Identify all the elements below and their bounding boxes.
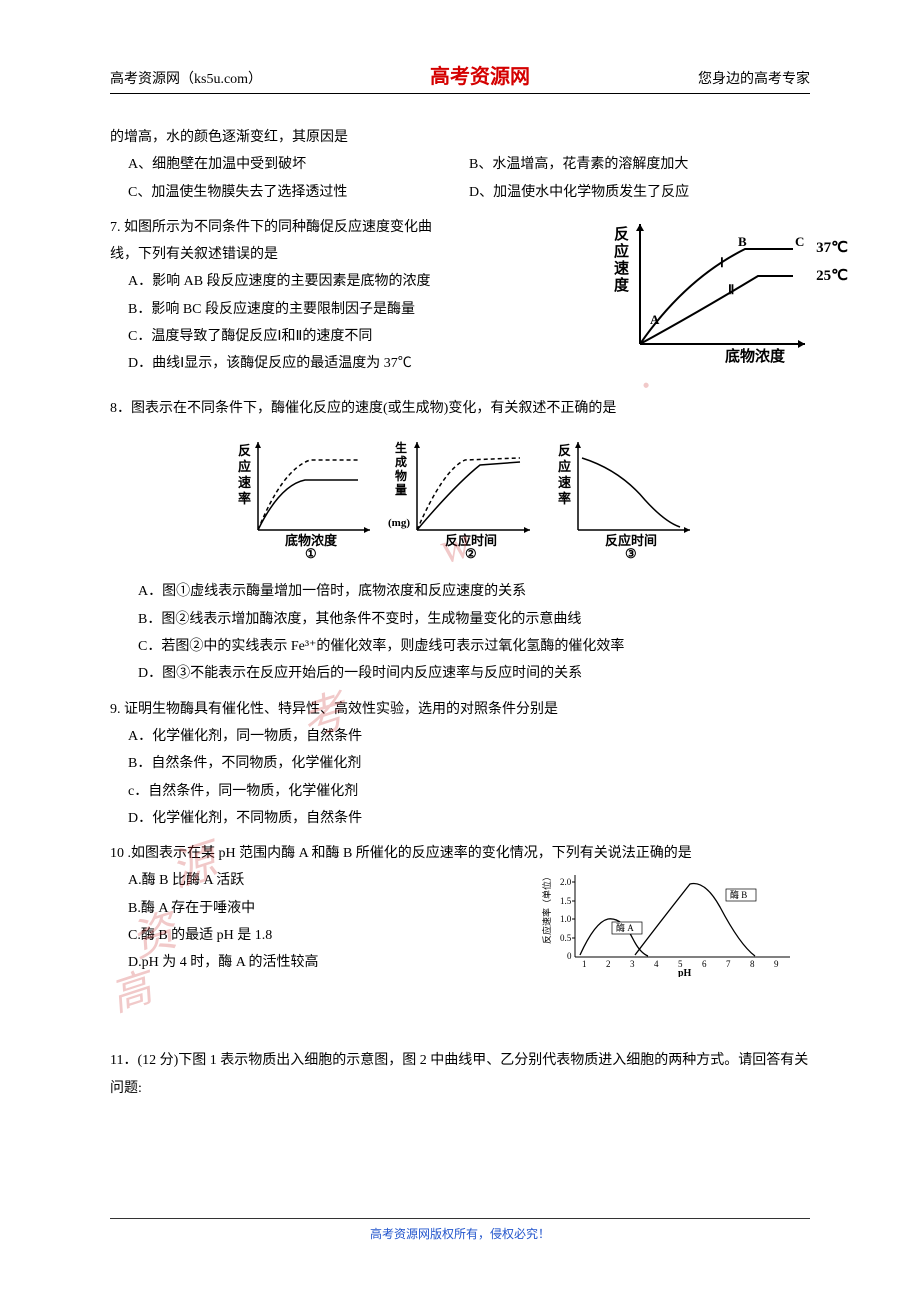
footer-text: 高考资源网版权所有，侵权必究！ — [370, 1227, 550, 1241]
q7-ylabel-1: 反 — [614, 226, 629, 243]
question-6-continuation: 的增高，水的颜色逐渐变红，其原因是 A、细胞壁在加温中受到破坏 B、水温增高，花… — [110, 124, 810, 206]
svg-text:2.0: 2.0 — [560, 877, 572, 887]
svg-text:反应速率（单位）: 反应速率（单位） — [541, 872, 552, 944]
svg-text:应: 应 — [558, 459, 571, 474]
svg-text:速: 速 — [238, 475, 251, 490]
svg-text:率: 率 — [238, 491, 251, 506]
q10-stem: 10 .如图表示在某 pH 范围内酶 A 和酶 B 所催化的反应速率的变化情况，… — [110, 840, 810, 867]
question-8: 8．图表示在不同条件下，酶催化反应的速度(或生成物)变化，有关叙述不正确的是 反… — [110, 395, 810, 688]
q7-label-c: C — [795, 234, 804, 249]
document-body: 的增高，水的颜色逐渐变红，其原因是 A、细胞壁在加温中受到破坏 B、水温增高，花… — [110, 124, 810, 1102]
svg-text:②: ② — [465, 546, 477, 560]
q7-label-a: A — [650, 312, 660, 327]
svg-text:1.0: 1.0 — [560, 914, 572, 924]
svg-text:量: 量 — [395, 483, 407, 497]
q9-option-b: B．自然条件，不同物质，化学催化剂 — [110, 750, 810, 777]
q8-option-c: C．若图②中的实线表示 Fe³⁺的催化效率，则虚线可表示过氧化氢酶的催化效率 — [110, 633, 810, 660]
svg-text:(mg): (mg) — [388, 517, 410, 529]
q8-option-d: D．图③不能表示在反应开始后的一段时间内反应速率与反应时间的关系 — [110, 660, 810, 687]
svg-text:率: 率 — [558, 491, 571, 506]
q9-option-a: A．化学催化剂，同一物质，自然条件 — [110, 723, 810, 750]
q6-line1: 的增高，水的颜色逐渐变红，其原因是 — [110, 124, 810, 151]
q6-option-a: A、细胞壁在加温中受到破坏 — [128, 151, 469, 178]
svg-text:1: 1 — [582, 959, 587, 969]
svg-text:成: 成 — [395, 454, 407, 469]
question-11: 11．(12 分)下图 1 表示物质出入细胞的示意图，图 2 中曲线甲、乙分别代… — [110, 1047, 810, 1102]
svg-text:1.5: 1.5 — [560, 896, 572, 906]
q8-diagram: 反 应 速 率 底物浓度 ① 生 — [110, 430, 810, 570]
svg-text:2: 2 — [606, 959, 611, 969]
question-9: 9. 证明生物酶具有催化性、特异性、高效性实验，选用的对照条件分别是 A．化学催… — [110, 696, 810, 832]
svg-text:反: 反 — [238, 443, 251, 458]
svg-text:4: 4 — [654, 959, 659, 969]
svg-text:7: 7 — [726, 959, 731, 969]
question-7: 反 应 速 度 底物浓度 A B C Ⅰ Ⅱ 37℃ 25℃ 7. 如图所示为不… — [110, 214, 810, 379]
q8-option-a: A．图①虚线表示酶量增加一倍时，底物浓度和反应速度的关系 — [110, 578, 810, 605]
q11-stem: 11．(12 分)下图 1 表示物质出入细胞的示意图，图 2 中曲线甲、乙分别代… — [110, 1047, 810, 1102]
header-left: 高考资源网（ks5u.com） — [110, 68, 262, 88]
question-10: 10 .如图表示在某 pH 范围内酶 A 和酶 B 所催化的反应速率的变化情况，… — [110, 840, 810, 977]
svg-text:①: ① — [305, 546, 317, 560]
page-header: 高考资源网（ks5u.com） 高考资源网 您身边的高考专家 — [110, 60, 810, 94]
header-right: 您身边的高考专家 — [698, 68, 810, 88]
q7-temp-37: 37℃ — [816, 234, 848, 263]
svg-text:生: 生 — [395, 440, 407, 455]
q7-label-ii: Ⅱ — [728, 282, 734, 297]
svg-text:度: 度 — [614, 276, 630, 294]
svg-text:0: 0 — [567, 951, 572, 961]
svg-text:反: 反 — [558, 443, 571, 458]
svg-text:酶 B: 酶 B — [730, 889, 747, 900]
svg-text:速: 速 — [558, 475, 571, 490]
page-footer: 高考资源网版权所有，侵权必究！ — [110, 1218, 810, 1242]
svg-text:应: 应 — [238, 459, 251, 474]
q7-chart: 反 应 速 度 底物浓度 A B C Ⅰ Ⅱ 37℃ 25℃ — [610, 214, 810, 364]
q8-stem: 8．图表示在不同条件下，酶催化反应的速度(或生成物)变化，有关叙述不正确的是 — [110, 395, 810, 422]
q6-option-d: D、加温使水中化学物质发生了反应 — [469, 179, 810, 206]
q10-chart: 2.0 1.5 1.0 0.5 0 1 2 3 4 5 6 7 8 — [540, 867, 800, 977]
svg-text:8: 8 — [750, 959, 755, 969]
q6-option-b: B、水温增高，花青素的溶解度加大 — [469, 151, 810, 178]
svg-text:6: 6 — [702, 959, 707, 969]
svg-text:0.5: 0.5 — [560, 933, 572, 943]
svg-text:3: 3 — [630, 959, 635, 969]
q6-option-c: C、加温使生物膜失去了选择透过性 — [128, 179, 469, 206]
svg-text:③: ③ — [625, 546, 637, 560]
q7-label-i: Ⅰ — [720, 255, 724, 270]
svg-text:物: 物 — [395, 468, 407, 483]
svg-text:酶 A: 酶 A — [616, 922, 634, 933]
header-center: 高考资源网 — [430, 60, 530, 89]
q7-label-b: B — [738, 234, 747, 249]
q8-option-b: B．图②线表示增加酶浓度，其他条件不变时，生成物量变化的示意曲线 — [110, 606, 810, 633]
svg-text:速: 速 — [614, 259, 629, 277]
q9-option-c: c．自然条件，同一物质，化学催化剂 — [110, 778, 810, 805]
svg-text:pH: pH — [678, 968, 692, 977]
svg-text:应: 应 — [614, 242, 629, 260]
svg-text:9: 9 — [774, 959, 779, 969]
q9-stem: 9. 证明生物酶具有催化性、特异性、高效性实验，选用的对照条件分别是 — [110, 696, 810, 723]
q7-temp-25: 25℃ — [816, 262, 848, 291]
q7-xlabel: 底物浓度 — [725, 347, 786, 364]
q9-option-d: D．化学催化剂，不同物质，自然条件 — [110, 805, 810, 832]
